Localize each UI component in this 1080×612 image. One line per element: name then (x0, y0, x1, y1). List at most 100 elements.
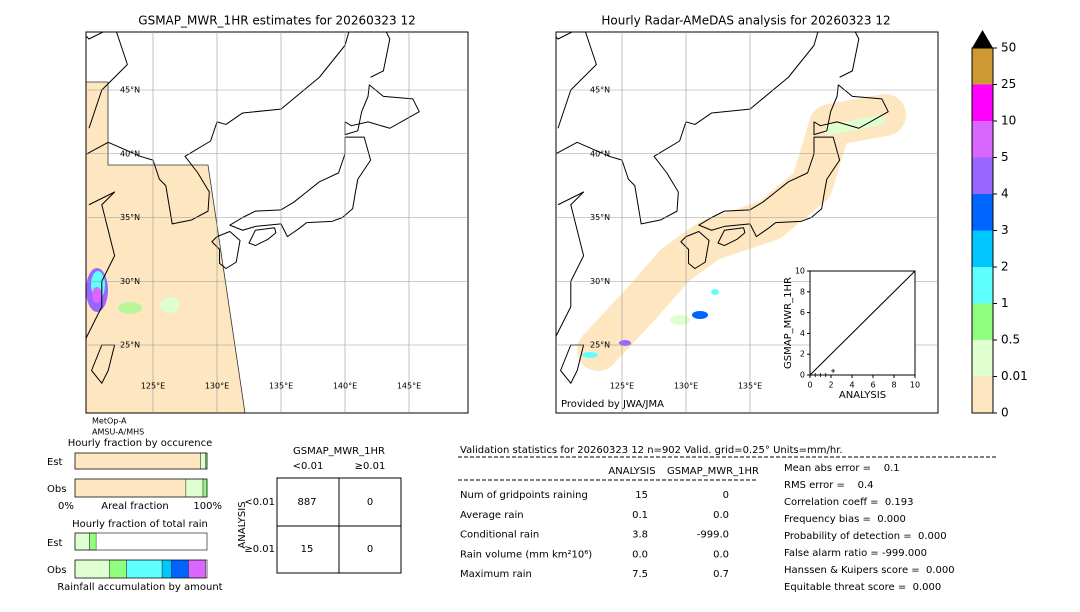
lon-label: 135°E (269, 382, 293, 391)
bar-frame (74, 452, 208, 470)
credit: Provided by JWA/JMA (561, 399, 664, 410)
row-label: Est (47, 457, 63, 468)
y-tick-label: 2 (800, 350, 805, 359)
fraction-segment (74, 532, 90, 551)
col-label: <0.01 (293, 461, 324, 472)
x-tick-label: 0 (807, 381, 812, 390)
map (86, 1, 419, 413)
lon-label: 130°E (205, 382, 229, 391)
score: Correlation coeff = 0.193 (784, 497, 914, 508)
cell: 0 (367, 544, 373, 555)
score: Equitable threat score = 0.000 (784, 582, 941, 593)
lat-label: 35°N (120, 213, 140, 222)
point (823, 373, 828, 377)
y-tick-label: 10 (795, 267, 805, 276)
fraction-segment (202, 478, 208, 498)
x-tick-label: 6 (870, 381, 875, 390)
stat-label: Maximum rain (460, 569, 532, 580)
colorbar-label: 50 (1001, 41, 1016, 55)
score: Frequency bias = 0.000 (784, 514, 906, 525)
stat-value: 0.0 (632, 549, 648, 560)
col-label: ≥0.01 (355, 461, 386, 472)
stat-value: 3.8 (632, 530, 648, 541)
lon-label: 125°E (610, 382, 634, 391)
colorbar-swatch (972, 194, 993, 231)
panel-label: Rainfall accumulation by amount (57, 582, 222, 593)
point (831, 368, 836, 373)
fraction-segment (126, 559, 163, 579)
stat-label: Conditional rain (460, 530, 539, 541)
score: Mean abs error = 0.1 (784, 463, 900, 474)
point (818, 373, 823, 377)
axis-label: Areal fraction (101, 501, 168, 512)
fraction-segment (188, 559, 206, 579)
lon-label: 135°E (738, 382, 762, 391)
axis-label: 0% (58, 501, 74, 512)
lat-label: 40°N (590, 149, 610, 158)
lat-label: 30°N (590, 277, 610, 286)
lat-label: 45°N (590, 86, 610, 95)
y-tick-label: 0 (800, 371, 805, 380)
fraction-segment (109, 559, 127, 579)
fraction-segment (74, 478, 187, 498)
bar-frame (74, 532, 208, 551)
x-tick-label: 2 (828, 381, 833, 390)
colorbar-label: 3 (1001, 223, 1009, 237)
col-label: GSMAP_MWR_1HR (667, 466, 759, 477)
stat-value: 15 (635, 490, 648, 501)
col-label: ANALYSIS (608, 466, 655, 477)
stat-value: 0.1 (632, 510, 648, 521)
x-tick-label: 4 (849, 381, 854, 390)
stat-value: 0 (723, 490, 729, 501)
cell: 15 (301, 544, 314, 555)
colorbar-label: 2 (1001, 260, 1009, 274)
stat-label: Num of gridpoints raining (460, 490, 588, 501)
colorbar-label: 0.5 (1001, 333, 1020, 347)
score: RMS error = 0.4 (784, 480, 874, 491)
lon-label: 130°E (674, 382, 698, 391)
colorbar-swatch (972, 84, 993, 121)
stat-value: 0.0 (713, 549, 729, 560)
fraction-segment (200, 452, 206, 470)
colorbar-swatch (972, 303, 993, 340)
fraction-segment (161, 559, 172, 579)
panel-title: Hourly fraction of total rain (72, 519, 208, 530)
bar-frame (74, 559, 208, 579)
stat-value: 0.7 (713, 569, 729, 580)
x-tick-label: 8 (891, 381, 896, 390)
score: Hanssen & Kuipers score = 0.000 (784, 565, 955, 576)
colorbar-label: 1 (1001, 296, 1009, 310)
row-label: Est (47, 538, 63, 549)
stat-value: 0.0 (713, 510, 729, 521)
colorbar-swatch (972, 340, 993, 377)
fraction-segment (74, 559, 110, 579)
satellite: MetOp-A (92, 417, 127, 426)
fraction-segment (185, 478, 204, 498)
row-label: ≥0.01 (244, 544, 275, 555)
stat-label: Rain volume (mm km²10⁶) (460, 549, 592, 560)
row-axis: ANALYSIS (237, 501, 248, 548)
colorbar-label: 10 (1001, 114, 1016, 128)
satellite: AMSU-A/MHS (92, 428, 144, 437)
colorbar-label: 0.01 (1001, 369, 1028, 383)
colorbar-extend (972, 30, 993, 48)
diagonal (809, 270, 916, 376)
colorbar-swatch (972, 48, 993, 85)
y-axis-label: GSMAP_MWR_1HR (783, 277, 794, 369)
stat-value: 7.5 (632, 569, 648, 580)
lon-label: 125°E (141, 382, 165, 391)
colorbar-label: 0 (1001, 406, 1009, 420)
fraction-segment (171, 559, 189, 579)
cell: 887 (297, 497, 316, 508)
lat-label: 35°N (590, 213, 610, 222)
fraction-segment (89, 532, 97, 551)
lon-label: 145°E (397, 382, 421, 391)
lat-label: 25°N (120, 341, 140, 350)
y-tick-label: 6 (800, 308, 805, 317)
row-label: Obs (47, 565, 66, 576)
x-tick-label: 10 (910, 381, 920, 390)
cell: 0 (367, 497, 373, 508)
colorbar-swatch (972, 230, 993, 267)
lat-label: 45°N (120, 86, 140, 95)
